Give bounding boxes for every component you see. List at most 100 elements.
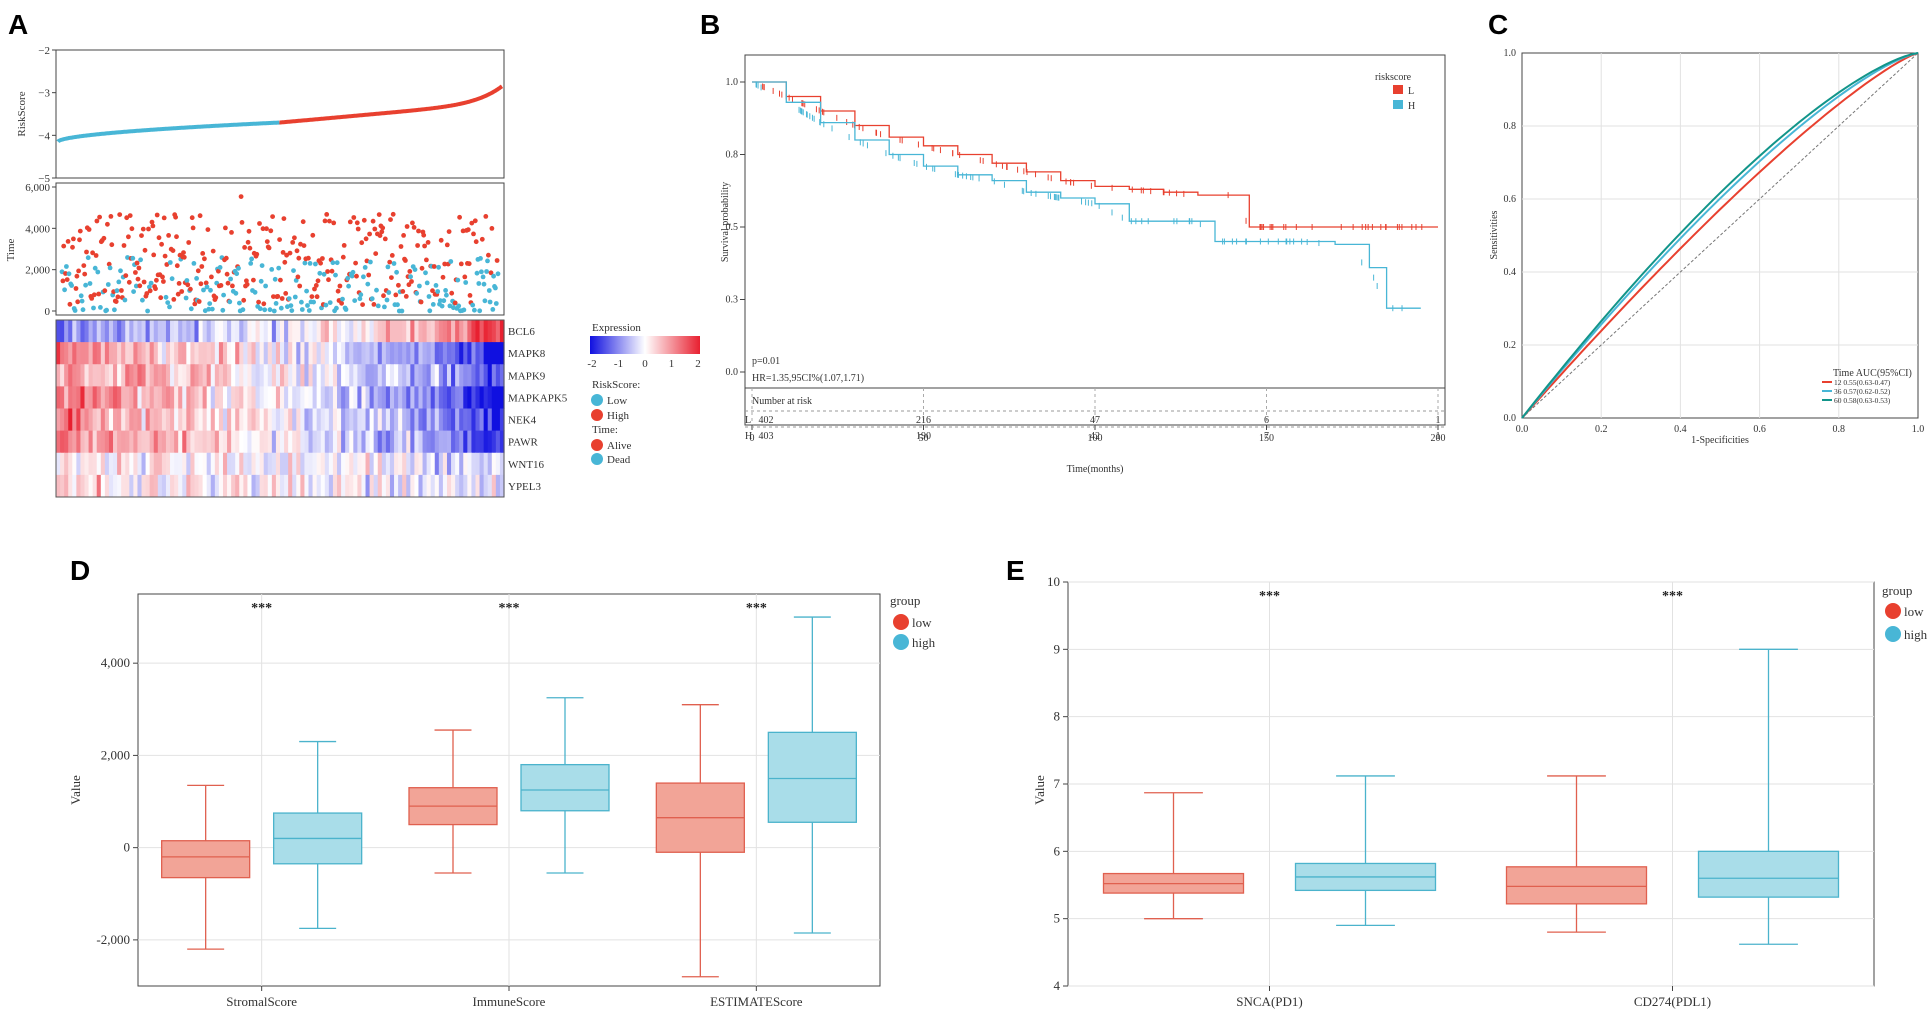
- time-point: [310, 232, 316, 238]
- heatmap-cell: [84, 320, 90, 343]
- time-point: [292, 294, 298, 300]
- heatmap-cell: [300, 364, 306, 387]
- heatmap-cell: [186, 342, 191, 365]
- time-point: [98, 305, 103, 310]
- heatmap-cell: [426, 364, 432, 387]
- time-point: [151, 252, 157, 258]
- time-point: [131, 289, 137, 294]
- heatmap-cell: [96, 320, 102, 343]
- heatmap-cell: [275, 386, 281, 409]
- heatmap-cell: [495, 364, 501, 387]
- heatmap-cell: [182, 320, 187, 343]
- heatmap-cell: [373, 474, 379, 498]
- heatmap-cell: [300, 408, 306, 432]
- heatmap-cell: [296, 408, 301, 432]
- heatmap-cell: [64, 320, 69, 343]
- time-point: [192, 301, 198, 307]
- heatmap-cell: [487, 430, 493, 454]
- heatmap-cell: [341, 342, 346, 365]
- heatmap-cell: [414, 474, 420, 498]
- heatmap-cell: [218, 386, 224, 409]
- heatmap-cell: [194, 430, 200, 454]
- time-point: [86, 227, 92, 232]
- time-point: [327, 300, 333, 305]
- heatmap-cell: [76, 452, 82, 476]
- time-point: [233, 290, 239, 296]
- heatmap-cell: [426, 386, 432, 409]
- heatmap-cell: [121, 364, 126, 387]
- time-point: [481, 281, 487, 287]
- heatmap-cell: [174, 386, 179, 409]
- heatmap-cell: [499, 408, 505, 432]
- time-point: [272, 276, 278, 282]
- heatmap-cell: [308, 364, 314, 387]
- time-point: [257, 306, 263, 312]
- time-point: [135, 276, 141, 282]
- heatmap-cell: [402, 342, 407, 365]
- heatmap-cell: [402, 430, 407, 454]
- heatmap-cell: [259, 452, 265, 476]
- time-point: [401, 233, 406, 238]
- time-point: [80, 307, 86, 313]
- time-point: [350, 269, 356, 275]
- heatmap-cell: [222, 386, 228, 409]
- km-axis-ticks: 0.0 0.3 0.5 0.8 1.0 0 50 100 150 200: [726, 77, 1446, 444]
- box-d-legend: group low high: [890, 593, 936, 650]
- heatmap-cell: [332, 408, 338, 432]
- heatmap-cell: [438, 452, 444, 476]
- time-point: [198, 281, 204, 287]
- time-point: [354, 220, 360, 226]
- heatmap-cell: [231, 452, 236, 476]
- heatmap-cell: [438, 408, 444, 432]
- heatmap-cell: [418, 452, 424, 476]
- risk-table-value: 1: [1436, 415, 1441, 426]
- time-point: [174, 263, 180, 269]
- heatmap-cell: [381, 474, 387, 498]
- heatmap-cell: [495, 452, 501, 476]
- heatmap-cell: [68, 452, 73, 476]
- heatmap-cell: [96, 452, 102, 476]
- heatmap-cell: [235, 364, 240, 387]
- heatmap-cell: [414, 386, 420, 409]
- heatmap-cell: [133, 364, 139, 387]
- heatmap-cell: [341, 452, 346, 476]
- heatmap-cell: [381, 430, 387, 454]
- heatmap-cell: [222, 430, 228, 454]
- time-point: [221, 292, 227, 298]
- heatmap-cell: [467, 342, 473, 365]
- time-point: [407, 269, 413, 274]
- heatmap-cell: [288, 364, 293, 387]
- heatmap-cell: [385, 408, 391, 432]
- heatmap-cell: [190, 474, 196, 498]
- riskscore-plot-frame: [55, 49, 505, 179]
- time-point: [479, 269, 484, 275]
- time-point: [465, 227, 471, 233]
- time-point: [410, 220, 415, 226]
- heatmap-cell: [312, 342, 318, 365]
- time-point: [77, 237, 82, 243]
- heatmap-cell: [202, 320, 208, 343]
- heatmap-cell: [381, 342, 387, 365]
- heatmap-cell: [349, 408, 354, 432]
- time-point: [75, 299, 81, 305]
- heatmap-cell: [451, 320, 456, 343]
- risk-table-row-label: H: [745, 431, 752, 442]
- time-point: [472, 307, 477, 313]
- heatmap-cell: [263, 474, 269, 498]
- time-point: [439, 303, 445, 309]
- time-point: [205, 227, 211, 233]
- time-point: [408, 274, 413, 280]
- heatmap-cell: [459, 408, 464, 432]
- heatmap-cell: [141, 386, 147, 409]
- heatmap-cell: [402, 364, 407, 387]
- time-point: [462, 274, 468, 280]
- heatmap-cell: [324, 342, 330, 365]
- heatmap-cell: [320, 364, 326, 387]
- heatmap-cell: [414, 408, 420, 432]
- time-point: [487, 299, 493, 305]
- heatmap-cell: [214, 408, 220, 432]
- time-point: [399, 308, 405, 314]
- heatmap-cell: [430, 474, 436, 498]
- heatmap-cell: [108, 386, 114, 409]
- heatmap-cell: [300, 320, 306, 343]
